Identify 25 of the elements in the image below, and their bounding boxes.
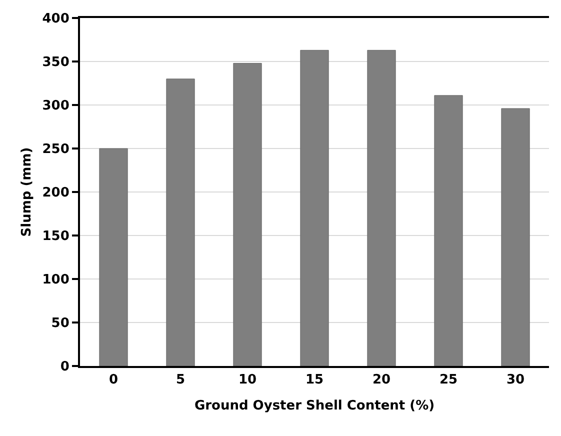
y-tick-label: 250 <box>42 142 70 158</box>
y-tick-label: 150 <box>42 229 70 244</box>
y-tick-label: 100 <box>42 272 70 288</box>
x-tick-label: 15 <box>305 372 324 388</box>
x-tick-label: 20 <box>372 372 391 388</box>
x-tick-label: 5 <box>176 372 186 388</box>
x-tick-label: 25 <box>439 372 458 388</box>
bar <box>367 50 396 366</box>
y-tick-label: 350 <box>42 55 70 70</box>
y-tick-label: 400 <box>42 12 70 27</box>
y-tick-label: 50 <box>51 316 70 332</box>
bar <box>434 95 463 366</box>
bar <box>99 148 128 366</box>
y-tick-label: 0 <box>60 360 70 375</box>
x-tick-label: 30 <box>506 372 525 388</box>
y-tick-label: 300 <box>42 98 70 114</box>
x-tick-label: 10 <box>238 372 257 388</box>
bar <box>300 50 329 366</box>
bar <box>166 78 195 366</box>
x-tick-label: 0 <box>108 372 118 388</box>
y-tick-label: 200 <box>42 186 70 201</box>
y-axis-title: Slump (mm) <box>20 147 35 237</box>
bar <box>233 62 262 366</box>
bar <box>501 108 530 366</box>
x-axis-title: Ground Oyster Shell Content (%) <box>194 398 435 414</box>
